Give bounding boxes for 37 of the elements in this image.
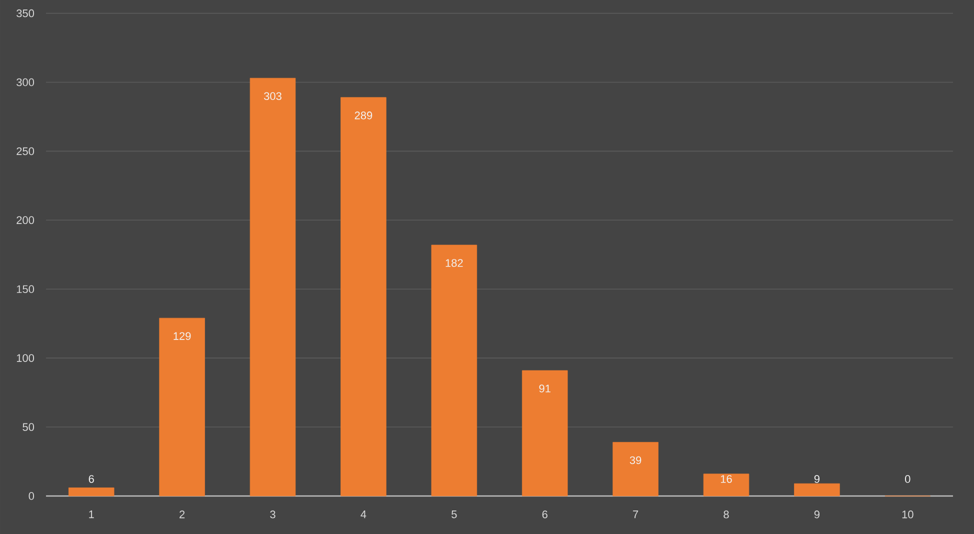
data-label: 303 <box>264 92 282 100</box>
x-tick-label: 7 <box>633 510 638 518</box>
y-tick-label: 300 <box>16 78 34 86</box>
x-tick-label: 9 <box>814 510 820 518</box>
bar <box>522 370 568 496</box>
bar <box>340 97 386 496</box>
bar <box>703 474 750 496</box>
x-tick-label: 2 <box>180 510 185 518</box>
data-label: 129 <box>174 332 191 340</box>
bar <box>794 483 840 496</box>
y-tick-label: 0 <box>28 492 34 500</box>
x-tick-label: 6 <box>542 510 548 518</box>
bar <box>159 318 205 496</box>
data-label: 91 <box>539 384 550 392</box>
bar <box>68 488 114 496</box>
x-tick-label: 5 <box>452 510 457 518</box>
data-label: 0 <box>905 475 910 483</box>
y-tick-label: 250 <box>16 147 34 156</box>
data-label: 9 <box>814 475 820 483</box>
x-tick-label: 3 <box>270 510 276 518</box>
data-label: 16 <box>720 475 732 483</box>
data-label: 289 <box>354 112 372 120</box>
bar <box>612 442 658 496</box>
y-tick-label: 150 <box>16 285 34 294</box>
y-tick-label: 50 <box>22 423 34 431</box>
y-tick-label: 350 <box>16 9 34 18</box>
x-tick-label: 10 <box>902 510 914 518</box>
y-tick-label: 100 <box>16 354 34 362</box>
bar <box>250 78 296 496</box>
data-label: 6 <box>88 475 94 483</box>
y-tick-label: 200 <box>16 216 34 224</box>
bar <box>431 244 478 496</box>
data-label: 39 <box>630 456 642 464</box>
x-tick-label: 4 <box>360 510 366 518</box>
x-tick-label: 1 <box>89 510 94 518</box>
data-label: 182 <box>446 259 463 267</box>
x-tick-label: 8 <box>724 510 729 518</box>
